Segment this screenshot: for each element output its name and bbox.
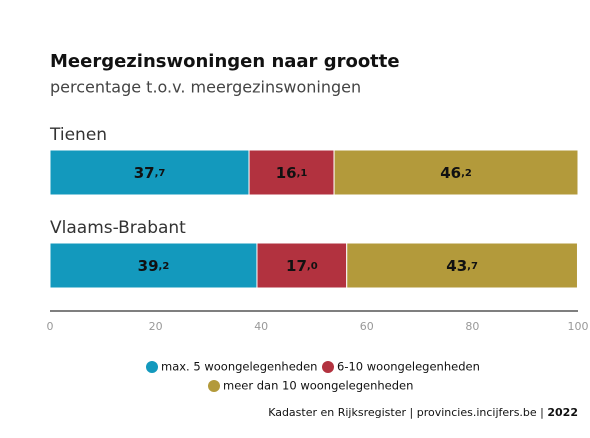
legend-label: meer dan 10 woongelegenheden bbox=[223, 379, 413, 393]
legend-swatch bbox=[322, 361, 334, 373]
legend-swatch bbox=[146, 361, 158, 373]
bar-segment bbox=[333, 149, 579, 196]
source-text: Kadaster en Rijksregister | provincies.i… bbox=[268, 406, 544, 419]
data-label: 43,7 bbox=[446, 257, 478, 275]
chart-title: Meergezinswoningen naar grootte bbox=[50, 51, 400, 72]
data-label: 37,7 bbox=[134, 164, 166, 182]
x-tick-label: 80 bbox=[465, 320, 479, 333]
data-label: 39,2 bbox=[138, 257, 170, 275]
bar-segment bbox=[346, 242, 578, 289]
data-label: 16,1 bbox=[276, 164, 308, 182]
data-label: 46,2 bbox=[440, 164, 472, 182]
category-label: Vlaams-Brabant bbox=[50, 218, 186, 238]
source-year: 2022 bbox=[547, 406, 578, 419]
x-tick-label: 40 bbox=[254, 320, 268, 333]
legend-label: max. 5 woongelegenheden bbox=[161, 360, 317, 374]
category-label: Tienen bbox=[49, 125, 107, 145]
data-label: 17,0 bbox=[286, 257, 318, 275]
bar-segment bbox=[248, 149, 335, 196]
x-tick-label: 0 bbox=[47, 320, 54, 333]
bar-segment bbox=[49, 242, 258, 289]
legend-swatch bbox=[208, 380, 220, 392]
chart-subtitle: percentage t.o.v. meergezinswoningen bbox=[50, 78, 361, 97]
x-tick-label: 60 bbox=[360, 320, 374, 333]
legend-label: 6-10 woongelegenheden bbox=[337, 360, 480, 374]
x-tick-label: 100 bbox=[568, 320, 589, 333]
source: Kadaster en Rijksregister | provincies.i… bbox=[268, 406, 578, 419]
x-tick-label: 20 bbox=[149, 320, 163, 333]
bar-segment bbox=[256, 242, 348, 289]
